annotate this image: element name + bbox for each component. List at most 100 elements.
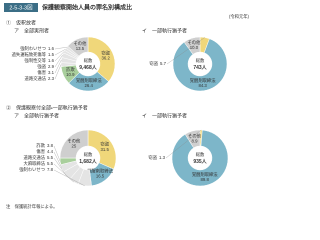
- category-name: 道路交通法: [25, 75, 47, 82]
- leader-line: [54, 51, 65, 62]
- slice-value: 36.2: [102, 56, 111, 61]
- leader-line: [54, 55, 63, 68]
- slice-value: 16.5: [96, 174, 105, 179]
- figure-number-box: [4, 3, 38, 12]
- leader-line: [53, 151, 63, 169]
- slice-label: 詐欺 3.8: [36, 142, 53, 149]
- slice-value: 2.9: [48, 64, 55, 69]
- center-total: 743人: [193, 65, 207, 71]
- leader-line: [54, 59, 62, 74]
- leader-line: [53, 169, 85, 186]
- figure-title: 保護観察開始人員の罪名別構成比: [41, 3, 132, 11]
- slice: [59, 129, 89, 159]
- category-name: 大麻取締法: [24, 160, 46, 167]
- slice-value: 3.8: [47, 143, 54, 148]
- slice-label: 傷害 3.1: [37, 69, 54, 76]
- leader-line: [53, 145, 61, 162]
- chart-title: イ 一部執行猶予者: [142, 112, 187, 119]
- chart-title: ア 全部実刑者: [14, 27, 49, 34]
- center-total: 9,468人: [79, 65, 98, 71]
- category-name: 詐欺: [36, 142, 45, 149]
- center-label: 総数: [84, 151, 93, 158]
- slice-label: 窃盗: [100, 141, 109, 148]
- category-name: 傷害: [37, 69, 46, 76]
- leader-line: [54, 64, 62, 80]
- slice-label: 強制わいせつ 7.8: [19, 166, 53, 173]
- slice-value: 5.5: [47, 161, 54, 166]
- slice: [172, 38, 228, 92]
- center-label: 総数: [196, 151, 205, 158]
- slice: [87, 36, 116, 82]
- center-label: 総数: [84, 57, 93, 64]
- slice: [67, 36, 89, 57]
- leader-line: [54, 47, 67, 50]
- category-name: 過失運転致死傷等: [12, 51, 47, 58]
- slice-label: 覚醒剤取締法: [192, 171, 218, 178]
- slice-value: 8.9: [191, 139, 198, 144]
- category-name: 窃盗: [148, 154, 157, 161]
- slice-label: その他: [67, 137, 81, 144]
- slice-label: 傷害 4.4: [36, 148, 53, 155]
- slice-label: 詐欺: [66, 66, 75, 73]
- slice-value: 4.4: [47, 149, 54, 154]
- slice-value: 10.0: [190, 45, 199, 50]
- slice: [171, 129, 229, 187]
- leader-line: [165, 129, 202, 159]
- slice-label: 覚醒剤取締法: [76, 77, 102, 84]
- section-title: ① 仮釈放者: [6, 19, 36, 26]
- category-name: 道路交通法: [24, 154, 46, 161]
- slice-label: 過失運転致死傷等 1.5: [12, 51, 55, 58]
- slice-value: 10.9: [66, 72, 75, 77]
- center-total: 935人: [193, 159, 207, 165]
- slice-value: 2.3: [48, 76, 55, 81]
- figure-number: 2-5-3-3図: [9, 4, 33, 11]
- category-name: 強制わいせつ: [19, 166, 45, 173]
- leader-line: [166, 37, 205, 65]
- period: (令和元年): [229, 13, 250, 20]
- slice-value: 1.5: [48, 52, 55, 57]
- slice-label: 覚醒剤取締法: [190, 77, 216, 84]
- slice-value: 25: [71, 144, 76, 149]
- chart-title: ア 全部執行猶予者: [14, 112, 59, 119]
- category-name: 強制性交等: [25, 57, 47, 64]
- leader-line: [53, 157, 67, 176]
- slice-label: 強盗 2.9: [37, 63, 54, 70]
- section-title: ② 保護観察付全部・一部執行猶予者: [6, 104, 88, 111]
- footnote: 注 保護統計年報による。: [6, 203, 57, 210]
- center-total: 1,682人: [79, 159, 98, 165]
- category-name: 強盗: [37, 63, 46, 70]
- category-name: 強制わいせつ: [20, 45, 46, 52]
- slice-value: 1.3: [159, 155, 166, 160]
- slice-value: 31.5: [101, 147, 110, 152]
- figure: 2-5-3-3図 保護観察開始人員の罪名別構成比 (令和元年) ① 仮釈放者 ②…: [4, 3, 250, 210]
- slice-label: 道路交通法 2.3: [25, 75, 55, 82]
- leader-line: [53, 163, 74, 183]
- leader-line: [54, 49, 66, 56]
- category-name: 傷害: [36, 148, 45, 155]
- slice-value: 5.5: [47, 155, 54, 160]
- slice-label: その他: [74, 40, 88, 47]
- slice-value: 3.1: [48, 70, 55, 75]
- slice-value: 1.6: [48, 46, 55, 51]
- slice-label: 覚醒剤取締法: [87, 168, 113, 175]
- slice-label: 窃盗 1.3: [148, 154, 165, 161]
- slice-value: 5.7: [160, 61, 167, 66]
- slice-label: その他: [188, 39, 202, 46]
- slice-label: 強制性交等 1.6: [25, 57, 55, 64]
- slice-label: 強制わいせつ 1.6: [20, 45, 54, 52]
- slice-label: 窃盗: [101, 49, 110, 56]
- slice: [184, 129, 201, 149]
- slice-label: 道路交通法 5.5: [24, 154, 54, 161]
- slice-label: 大麻取締法 5.5: [24, 160, 54, 167]
- category-name: 窃盗: [149, 60, 158, 67]
- center-label: 総数: [196, 57, 205, 64]
- slice-value: 84.3: [198, 83, 207, 88]
- chart-title: イ 一部執行猶予者: [142, 27, 187, 34]
- slice-label: 窃盗 5.7: [149, 60, 166, 67]
- slice: [183, 36, 201, 55]
- slice-label: その他: [188, 132, 202, 139]
- slice-value: 26.4: [85, 83, 94, 88]
- slice-value: 13.5: [76, 46, 85, 51]
- slice-value: 1.6: [48, 58, 55, 63]
- slice-value: 7.8: [47, 167, 54, 172]
